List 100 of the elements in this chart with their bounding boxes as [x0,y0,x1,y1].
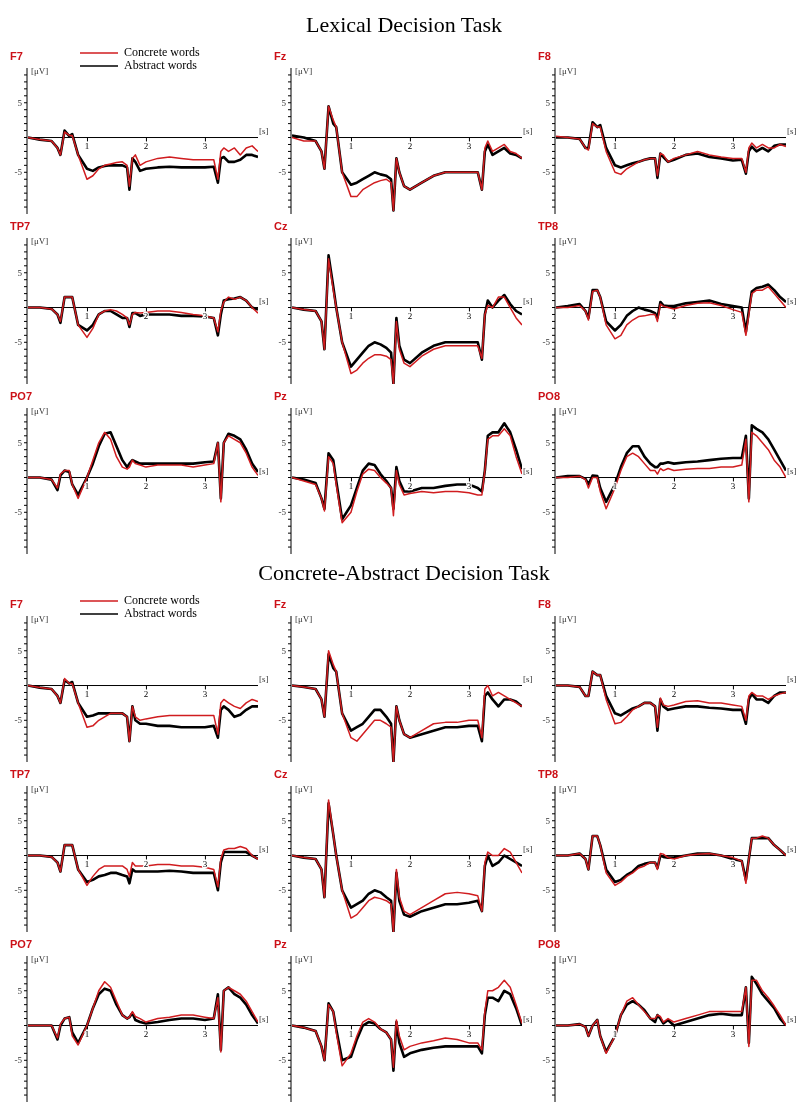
y-tick-label: 5 [17,815,23,826]
x-tick-label: 3 [202,480,208,491]
y-tick-label: 5 [281,97,287,108]
chart-title: TP8 [538,768,559,780]
y-axis-title: [μV] [295,66,313,76]
x-tick-label: 2 [407,1028,413,1039]
chart-title: Cz [274,220,288,232]
x-axis-title: [s] [787,843,797,854]
x-tick-label: 2 [143,688,149,699]
y-tick-label: -5 [278,885,287,896]
x-tick-label: 3 [466,140,472,151]
x-tick-label: 2 [671,688,677,699]
x-axis-title: [s] [259,843,269,854]
y-tick-label: 5 [17,267,23,278]
text: Concrete-Abstract Decision Task [257,559,551,587]
y-tick-label: 5 [545,437,551,448]
y-tick-label: -5 [278,507,287,518]
x-tick-label: 3 [202,858,208,869]
x-axis-title: [s] [259,1013,269,1024]
chart-title: Cz [274,768,288,780]
y-tick-label: -5 [542,1055,551,1066]
y-tick-label: 5 [281,267,287,278]
x-axis-title: [s] [523,125,533,136]
x-axis-title: [s] [787,1013,797,1024]
x-tick-label: 1 [348,688,354,699]
y-tick-label: 5 [17,645,23,656]
x-axis-title: [s] [523,465,533,476]
chart-title: PO7 [10,938,33,950]
x-tick-label: 1 [84,688,90,699]
x-tick-label: 3 [730,140,736,151]
y-axis-title: [μV] [559,614,577,624]
chart-title: Fz [274,50,287,62]
y-tick-label: 5 [281,815,287,826]
y-tick-label: 5 [17,97,23,108]
y-tick-label: 5 [281,645,287,656]
legend-label: Abstract words [124,58,197,72]
x-tick-label: 2 [671,1028,677,1039]
y-tick-label: 5 [281,985,287,996]
x-tick-label: 1 [348,310,354,321]
x-tick-label: 1 [348,140,354,151]
x-tick-label: 2 [143,858,149,869]
y-tick-label: 5 [545,267,551,278]
x-tick-label: 2 [407,480,413,491]
x-tick-label: 1 [348,480,354,491]
chart-title: TP7 [10,220,31,232]
x-tick-label: 1 [348,1028,354,1039]
x-tick-label: 2 [143,1028,149,1039]
x-tick-label: 3 [202,688,208,699]
x-tick-label: 1 [612,1028,618,1039]
x-axis-title: [s] [523,1013,533,1024]
x-tick-label: 3 [730,1028,736,1039]
y-axis-title: [μV] [559,954,577,964]
x-axis-title: [s] [523,295,533,306]
chart-title: PO8 [538,938,561,950]
y-tick-label: 5 [545,645,551,656]
y-tick-label: -5 [14,885,23,896]
y-tick-label: -5 [542,507,551,518]
y-axis-title: [μV] [559,784,577,794]
legend-label: Concrete words [124,593,200,607]
x-axis-title: [s] [787,465,797,476]
y-tick-label: 5 [545,985,551,996]
y-axis-title: [μV] [31,236,49,246]
x-tick-label: 2 [671,480,677,491]
x-tick-label: 2 [143,140,149,151]
x-tick-label: 1 [84,858,90,869]
x-tick-label: 3 [730,480,736,491]
y-axis-title: [μV] [295,406,313,416]
x-axis-title: [s] [787,125,797,136]
chart-title: Pz [274,938,287,950]
legend-label: Concrete words [124,45,200,59]
chart-title: Pz [274,390,287,402]
x-axis-title: [s] [523,843,533,854]
chart-title: PO7 [10,390,33,402]
x-tick-label: 2 [671,310,677,321]
y-axis-title: [μV] [295,614,313,624]
y-tick-label: -5 [14,1055,23,1066]
x-tick-label: 2 [407,688,413,699]
y-tick-label: -5 [278,715,287,726]
chart-title: TP8 [538,220,559,232]
y-axis-title: [μV] [31,784,49,794]
x-tick-label: 3 [202,310,208,321]
y-axis-title: [μV] [559,66,577,76]
x-axis-title: [s] [787,295,797,306]
chart-title: F8 [538,598,551,610]
chart-title: Fz [274,598,287,610]
x-tick-label: 3 [202,1028,208,1039]
y-tick-label: 5 [281,437,287,448]
x-tick-label: 3 [730,688,736,699]
y-tick-label: -5 [542,715,551,726]
x-tick-label: 3 [466,480,472,491]
x-tick-label: 1 [84,140,90,151]
x-tick-label: 3 [466,688,472,699]
x-tick-label: 1 [84,480,90,491]
x-tick-label: 2 [407,858,413,869]
text: Lexical Decision Task [305,11,503,39]
chart-title: F8 [538,50,551,62]
x-tick-label: 3 [202,140,208,151]
x-tick-label: 2 [407,310,413,321]
y-tick-label: -5 [14,167,23,178]
y-axis-title: [μV] [31,66,49,76]
